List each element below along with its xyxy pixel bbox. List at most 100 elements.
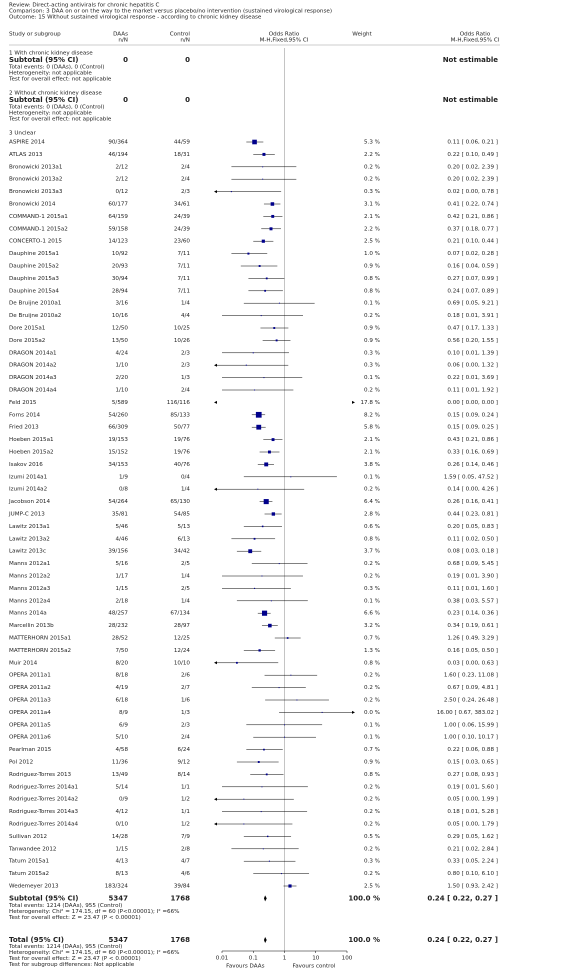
control-events: 1/4	[181, 598, 190, 604]
study-square	[268, 623, 272, 628]
study-square	[260, 811, 262, 813]
effect-estimate: 0.11 [ 0.01, 1.60 ]	[447, 586, 498, 592]
study-name: OPERA 2011a3	[9, 698, 51, 704]
outcome-line: Outcome: 15 Without sustained virologica…	[9, 15, 262, 21]
daa-events: 13/49	[112, 772, 129, 778]
effect-estimate: 0.05 [ 0.00, 1.79 ]	[447, 822, 498, 828]
control-events: 40/76	[174, 462, 191, 468]
study-square	[243, 823, 245, 825]
weight: 0.1 %	[364, 375, 380, 381]
daa-events: 183/324	[105, 884, 129, 890]
effect-estimate: 0.18 [ 0.01, 3.91 ]	[447, 313, 498, 319]
study-name: Bronowicki 2013a1	[9, 164, 63, 170]
weight: 17.8 %	[360, 400, 380, 406]
study-name: Rodriguez-Torres 2014a2	[9, 797, 78, 803]
study-square	[264, 289, 267, 292]
control-events: 6/24	[177, 747, 190, 753]
effect-estimate: 0.37 [ 0.18, 0.77 ]	[447, 226, 498, 232]
daa-events: 34/153	[108, 462, 128, 468]
daa-events: 54/264	[108, 499, 128, 505]
daa-events: 46/194	[108, 152, 128, 158]
effect-estimate: 0.29 [ 0.05, 1.62 ]	[447, 834, 498, 840]
control-events: 34/42	[174, 549, 190, 555]
control-events: 1/2	[181, 822, 190, 828]
effect-estimate: 0.20 [ 0.02, 2.39 ]	[447, 177, 498, 183]
favours-right: Favours control	[293, 964, 336, 970]
study-square	[264, 462, 269, 467]
study-name: Manns 2012a2	[9, 574, 50, 580]
effect-estimate: 2.50 [ 0.24, 26.48 ]	[444, 698, 498, 704]
daa-events: 6/18	[115, 698, 128, 704]
control-events: 5/13	[177, 524, 190, 530]
daa-events: 1/10	[115, 363, 128, 369]
subtotal-note: Test for overall effect: Z = 23.47 (P < …	[8, 915, 141, 921]
ci-arrow-right	[352, 710, 355, 714]
weight: 0.9 %	[364, 338, 380, 344]
effect-estimate: 0.19 [ 0.01, 3.90 ]	[447, 574, 498, 580]
subtotal-note: Test for overall effect: not applicable	[8, 117, 112, 123]
daa-events: 11/36	[112, 760, 129, 766]
study-square	[261, 786, 263, 788]
weight: 0.5 %	[364, 834, 380, 840]
weight: 2.5 %	[364, 239, 380, 245]
weight: 0.8 %	[364, 772, 380, 778]
study-name: Tatum 2015a1	[8, 859, 50, 865]
effect-estimate: 0.33 [ 0.05, 2.24 ]	[447, 859, 498, 865]
total-note: Test for subgroup differences: Not appli…	[8, 962, 135, 968]
study-square	[261, 525, 264, 528]
control-events: 2/6	[181, 673, 190, 679]
effect-estimate: 0.27 [ 0.08, 0.93 ]	[447, 772, 498, 778]
column-header: Weight	[352, 32, 372, 38]
summary-control: 1768	[171, 936, 191, 944]
daa-events: 5/10	[115, 735, 128, 741]
ci-arrow-left	[214, 661, 217, 665]
study-square	[248, 549, 253, 554]
weight: 2.2 %	[364, 152, 380, 158]
total-note: Total events: 1214 (DAAs), 955 (Control)	[8, 944, 122, 950]
study-name: ASPIRE 2014	[9, 140, 45, 146]
study-square	[278, 563, 280, 565]
control-events: 1/6	[181, 698, 190, 704]
weight: 0.9 %	[364, 760, 380, 766]
weight: 5.3 %	[364, 140, 380, 146]
ci-arrow-right	[352, 400, 355, 404]
control-events: 85/133	[170, 412, 190, 418]
daa-events: 1/10	[115, 388, 128, 394]
study-name: Manns 2012a1	[9, 561, 51, 567]
control-events: 10/10	[174, 660, 191, 666]
control-events: 24/39	[174, 214, 191, 220]
weight: 0.8 %	[364, 288, 380, 294]
study-name: Bronowicki 2014	[9, 202, 56, 208]
study-square	[265, 773, 268, 776]
weight: 0.2 %	[364, 685, 380, 691]
study-name: Rodriguez-Torres 2014a3	[9, 809, 79, 815]
daa-events: 5/16	[115, 561, 128, 567]
control-events: 7/11	[177, 288, 190, 294]
control-events: 2/5	[181, 586, 190, 592]
study-name: Tatum 2015a2	[8, 871, 49, 877]
effect-estimate: 0.34 [ 0.19, 0.61 ]	[447, 623, 498, 629]
daa-events: 8/9	[119, 710, 128, 716]
weight: 0.2 %	[364, 164, 380, 170]
effect-estimate: 0.19 [ 0.01, 5.60 ]	[447, 784, 498, 790]
weight: 3.7 %	[364, 549, 380, 555]
study-square	[257, 761, 260, 763]
comparison-line: Comparison: 3 DAA on or on the way to th…	[9, 9, 332, 15]
study-square	[290, 476, 292, 478]
summary-label: Subtotal (95% CI)	[9, 96, 78, 104]
effect-estimate: 0.11 [ 0.02, 0.50 ]	[447, 536, 498, 542]
weight: 0.2 %	[364, 784, 380, 790]
x-tick-label: 1	[283, 956, 287, 962]
study-name: Lawitz 2013a2	[9, 536, 50, 542]
effect-estimate: 0.69 [ 0.05, 9.21 ]	[447, 301, 498, 307]
column-header: Odds Ratio	[460, 32, 491, 38]
column-header: DAAs	[113, 32, 128, 38]
study-name: Manns 2012a4	[9, 598, 51, 604]
effect-estimate: 0.67 [ 0.09, 4.81 ]	[447, 685, 498, 691]
weight: 0.2 %	[364, 822, 380, 828]
control-events: 67/134	[170, 611, 190, 617]
weight: 0.2 %	[364, 809, 380, 815]
ci-arrow-left	[214, 822, 217, 826]
study-square	[252, 352, 254, 354]
